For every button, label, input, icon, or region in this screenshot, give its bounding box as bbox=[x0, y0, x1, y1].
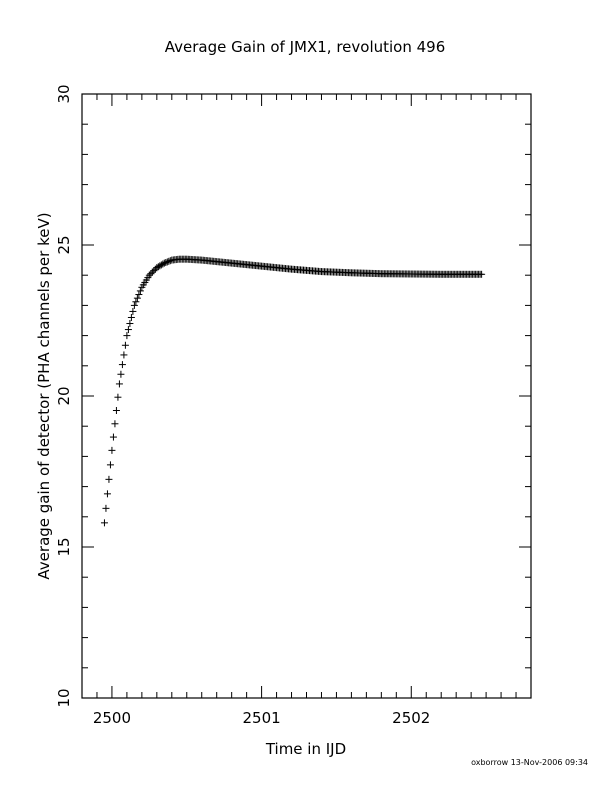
credit-stamp: oxborrow 13-Nov-2006 09:34 bbox=[471, 758, 588, 767]
x-tick-label: 2502 bbox=[392, 709, 430, 727]
data-point bbox=[165, 257, 173, 265]
data-point bbox=[159, 260, 167, 268]
data-point bbox=[100, 519, 108, 527]
data-point bbox=[150, 267, 158, 275]
data-point bbox=[133, 294, 141, 302]
y-tick-label: 15 bbox=[55, 537, 73, 556]
data-point bbox=[109, 433, 117, 441]
data-point bbox=[478, 270, 486, 278]
data-point bbox=[129, 307, 137, 315]
y-tick-label: 30 bbox=[55, 84, 73, 103]
y-tick-label: 25 bbox=[55, 235, 73, 254]
data-point bbox=[162, 259, 170, 267]
x-axis-ticks: 2500 2501 2502 bbox=[81, 94, 532, 727]
y-tick-label: 10 bbox=[55, 688, 73, 707]
data-point bbox=[106, 461, 114, 469]
x-axis-label: Time in IJD bbox=[265, 740, 346, 758]
data-points bbox=[100, 255, 486, 527]
data-point bbox=[115, 380, 123, 388]
chart-title: Average Gain of JMX1, revolution 496 bbox=[165, 38, 446, 56]
data-point bbox=[127, 313, 135, 321]
data-point bbox=[145, 271, 153, 279]
data-point bbox=[118, 361, 126, 369]
data-point bbox=[108, 446, 116, 454]
data-point bbox=[153, 264, 161, 272]
data-point bbox=[132, 298, 140, 306]
data-point bbox=[148, 268, 156, 276]
data-point bbox=[163, 258, 171, 266]
data-point bbox=[130, 301, 138, 309]
plot-frame bbox=[81, 93, 532, 699]
data-point bbox=[123, 332, 131, 340]
data-point bbox=[124, 326, 132, 334]
data-point bbox=[103, 490, 111, 498]
data-point bbox=[111, 420, 119, 428]
data-point bbox=[154, 263, 162, 271]
data-point bbox=[126, 320, 134, 328]
x-tick-label: 2500 bbox=[93, 709, 131, 727]
data-point bbox=[157, 261, 165, 269]
data-point bbox=[160, 259, 168, 267]
data-point bbox=[121, 341, 129, 349]
data-point bbox=[147, 270, 155, 278]
y-tick-label: 20 bbox=[55, 386, 73, 405]
data-point bbox=[136, 287, 144, 295]
y-axis-label: Average gain of detector (PHA channels p… bbox=[35, 212, 53, 579]
x-tick-label: 2501 bbox=[243, 709, 281, 727]
data-point bbox=[114, 393, 122, 401]
data-point bbox=[117, 370, 125, 378]
y-axis-ticks: 10 15 20 25 30 bbox=[55, 84, 531, 708]
data-point bbox=[102, 504, 110, 512]
data-point bbox=[166, 257, 174, 265]
data-point bbox=[112, 406, 120, 414]
data-point bbox=[135, 291, 143, 299]
axes bbox=[81, 93, 532, 699]
data-point bbox=[156, 262, 164, 270]
data-point bbox=[105, 475, 113, 483]
data-point bbox=[120, 351, 128, 359]
